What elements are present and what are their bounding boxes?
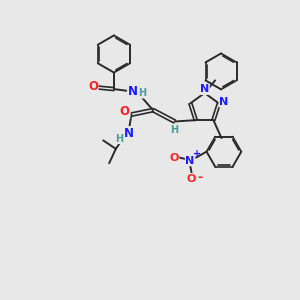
Text: N: N <box>219 97 228 107</box>
Text: +: + <box>193 149 201 159</box>
Text: N: N <box>200 84 209 94</box>
Text: O: O <box>169 153 179 163</box>
Text: N: N <box>123 127 134 140</box>
Text: H: H <box>115 134 123 144</box>
Text: O: O <box>120 105 130 118</box>
Text: O: O <box>187 174 196 184</box>
Text: N: N <box>128 85 138 98</box>
Text: O: O <box>88 80 98 93</box>
Text: H: H <box>138 88 146 98</box>
Text: -: - <box>197 171 202 184</box>
Text: N: N <box>185 156 195 166</box>
Text: H: H <box>170 125 179 135</box>
